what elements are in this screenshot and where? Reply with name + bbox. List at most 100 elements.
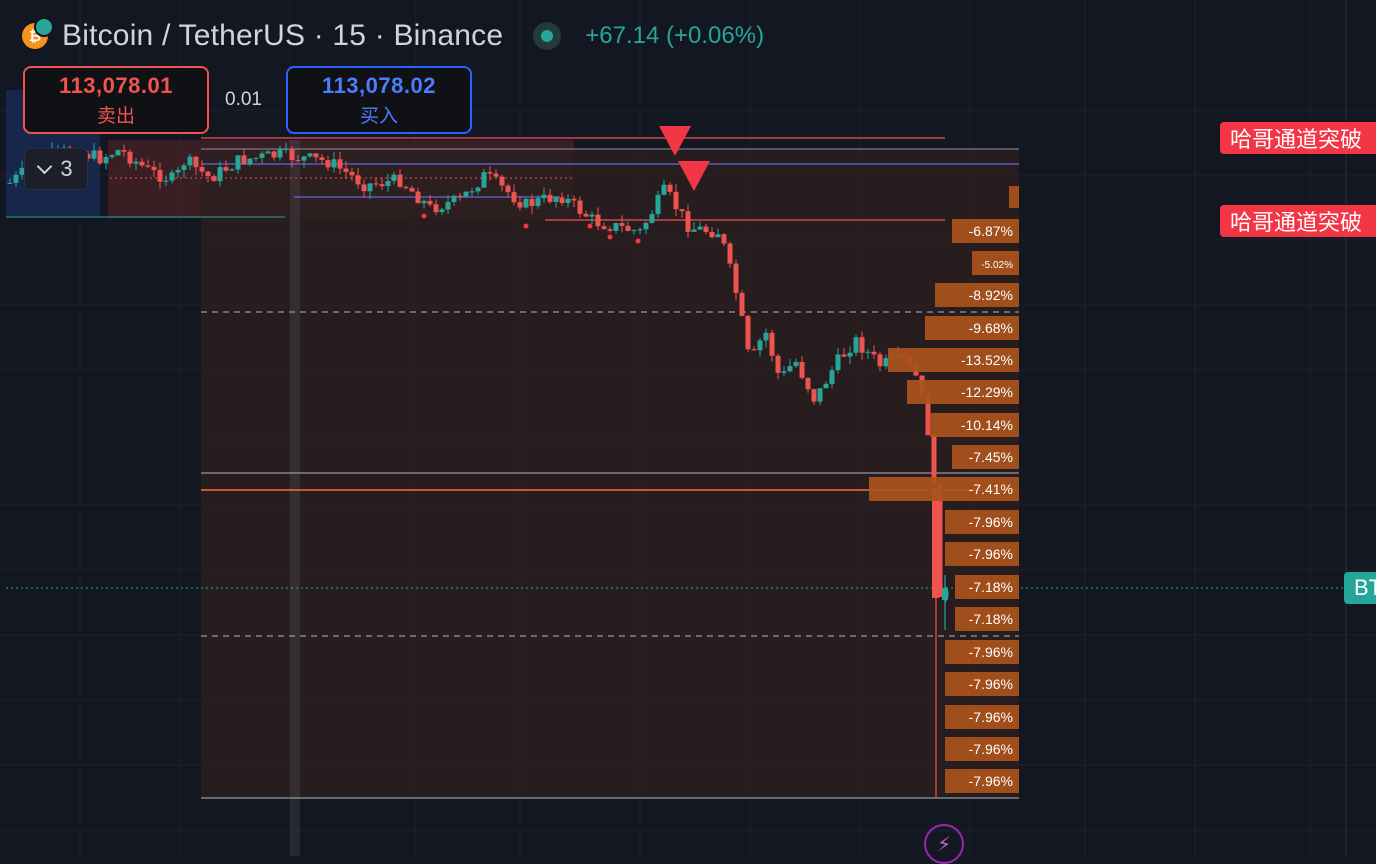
buy-price: 113,078.02 [322, 72, 436, 98]
candle-body [673, 191, 679, 210]
candle-body [715, 234, 721, 238]
candle-body [289, 148, 295, 161]
level-label: -7.96% [969, 514, 1013, 530]
sell-button[interactable]: 113,078.01 卖出 [23, 66, 209, 134]
candle-body [19, 167, 25, 175]
candle-body [355, 175, 361, 185]
level-lines [6, 137, 1346, 799]
candle-body [133, 161, 139, 164]
candle-body [457, 195, 463, 197]
sell-label: 卖出 [96, 105, 135, 127]
candle-body [859, 337, 865, 353]
candle-body [247, 158, 253, 165]
level-label-box [888, 348, 1019, 372]
level-label: -7.45% [969, 449, 1013, 465]
candle-body [493, 173, 499, 177]
alert-label-1[interactable]: 哈哥通道突破 [1220, 122, 1376, 154]
candle-body [523, 198, 529, 208]
candle-body [703, 226, 709, 232]
candle-body [793, 361, 799, 367]
candle-body [121, 150, 127, 152]
candle-body [421, 200, 427, 204]
indicators-toggle-button[interactable]: 3 [24, 148, 88, 190]
candle-body [811, 389, 817, 402]
chevron-down-icon [37, 158, 53, 175]
signal-dot [607, 234, 613, 240]
zone-vertical-band [290, 140, 300, 856]
candle-body [589, 214, 595, 217]
level-label-box [952, 445, 1019, 469]
candle-body [319, 157, 325, 161]
candle-body [415, 191, 421, 204]
signal-dot [587, 223, 593, 229]
lightning-icon[interactable]: ⚡ [924, 824, 964, 864]
candle-body [553, 197, 559, 202]
level-label: -12.29% [961, 384, 1013, 400]
candle-body [265, 151, 271, 154]
price-change: +67.14 (+0.06%) [585, 22, 765, 49]
candle-body [625, 225, 631, 231]
level-label-box [955, 607, 1019, 631]
candle-body [739, 292, 745, 316]
level-label-box [935, 283, 1019, 307]
level-label: -7.96% [969, 644, 1013, 660]
candle-body [181, 165, 187, 171]
signal-dot [421, 213, 427, 219]
candle-body [685, 211, 691, 232]
level-label: -8.92% [969, 287, 1013, 303]
exchange-badge-icon [34, 17, 54, 37]
candle-body [109, 155, 115, 158]
level-label: -7.41% [969, 481, 1013, 497]
candle-body [445, 202, 451, 210]
status-dot-icon[interactable] [533, 22, 562, 50]
candle-body [691, 229, 697, 232]
candle-body [451, 195, 457, 203]
candle-body [601, 226, 607, 230]
candle-body [439, 209, 445, 213]
level-label-box [907, 380, 1019, 404]
candle-body [559, 197, 565, 204]
level-zones [6, 90, 1019, 856]
candle-body [403, 186, 409, 189]
candle-body [193, 156, 199, 168]
candle-body [103, 157, 109, 164]
level-label-box [972, 251, 1019, 275]
candle-body [751, 349, 757, 351]
candle-body [301, 156, 307, 161]
candle-body [385, 180, 391, 187]
candle-body [223, 167, 229, 171]
candle-body [733, 263, 739, 293]
candle-body [835, 354, 841, 371]
level-label-box [945, 737, 1019, 761]
candle-body [313, 153, 319, 158]
candle-body [643, 222, 649, 230]
candle-body [823, 383, 829, 389]
buy-button[interactable]: 113,078.02 买入 [286, 66, 472, 134]
candle-body [655, 194, 661, 215]
candle-body [745, 315, 751, 350]
sell-signal-marker [659, 126, 691, 156]
candle-body [487, 172, 493, 174]
level-label: -7.18% [969, 611, 1013, 627]
signal-markers [421, 126, 710, 244]
candle-body [379, 184, 385, 187]
level-label-box [869, 477, 1019, 501]
level-label: -7.18% [969, 579, 1013, 595]
candle-body [157, 170, 163, 182]
alert-label-2[interactable]: 哈哥通道突破 [1220, 205, 1376, 237]
sell-signal-marker [678, 161, 710, 191]
buy-label: 买入 [359, 105, 398, 127]
candle-body [769, 332, 775, 356]
candle-body [619, 223, 625, 226]
candle-body [283, 148, 289, 150]
level-label-box [945, 672, 1019, 696]
candle-body [883, 358, 889, 367]
signal-dot [635, 238, 641, 244]
candle-body [841, 354, 847, 357]
candle-body [697, 226, 703, 230]
candle-body [115, 150, 121, 156]
symbol-title[interactable]: Bitcoin / TetherUS · 15 · Binance [62, 19, 504, 52]
candle-body [361, 184, 367, 192]
candle-body [211, 176, 217, 182]
